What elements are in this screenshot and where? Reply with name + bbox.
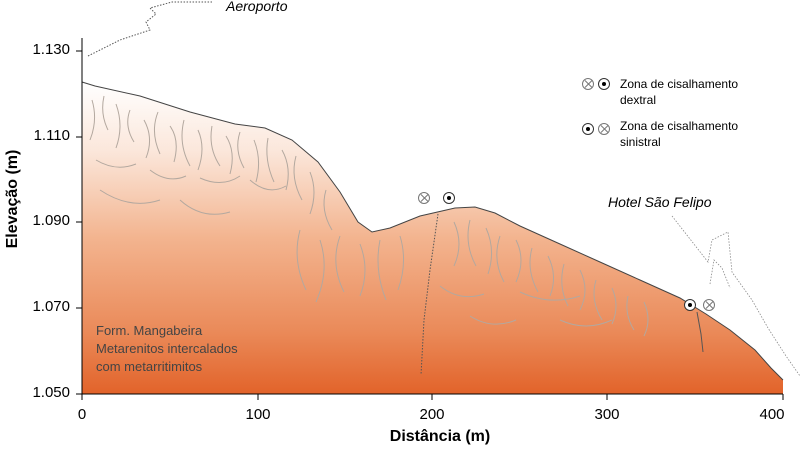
x-tick-label: 200 — [419, 406, 445, 423]
cross-symbol-icon — [582, 78, 594, 90]
shear-zone-trace-center — [420, 213, 439, 376]
x-tick-label: 100 — [245, 406, 271, 423]
x-tick-label: 300 — [594, 406, 620, 423]
dot-symbol-icon — [443, 192, 455, 204]
legend-sinistral-line2: sinistral — [620, 135, 661, 149]
airport-label: Aeroporto — [226, 0, 288, 14]
shear-zone-trace-right — [696, 311, 704, 353]
legend-dextral-line2: dextral — [620, 93, 657, 107]
airport-road-line — [87, 1, 212, 57]
y-axis-title: Elevação (m) — [4, 149, 21, 249]
legend-dextral-line1: Zona de cisalhamento — [620, 77, 739, 91]
y-axis-ticks — [76, 50, 82, 395]
hotel-road-loop — [709, 259, 731, 289]
hotel-road-line — [671, 215, 800, 377]
formation-description-2: com metarritimitos — [96, 359, 203, 374]
legend-sinistral-line1: Zona de cisalhamento — [620, 119, 739, 133]
y-tick-label: 1.070 — [32, 298, 70, 315]
formation-label: Form. Mangabeira Metarenitos intercalado… — [96, 322, 238, 376]
foliation-lines — [89, 95, 649, 337]
terrain-section — [82, 82, 783, 394]
x-tick-label: 400 — [759, 406, 785, 423]
legend-dextral: Zona de cisalhamento dextral — [620, 76, 738, 108]
cross-symbol-icon — [703, 299, 715, 311]
y-tick-label: 1.130 — [32, 41, 70, 58]
legend-sinistral: Zona de cisalhamento sinistral — [620, 118, 738, 150]
cross-symbol-icon — [598, 123, 610, 135]
y-tick-label: 1.050 — [32, 384, 70, 401]
x-axis-title: Distância (m) — [389, 428, 491, 445]
hotel-label: Hotel São Felipo — [608, 194, 712, 210]
y-tick-label: 1.110 — [33, 127, 70, 144]
dot-symbol-icon — [598, 78, 610, 90]
formation-description-1: Metarenitos intercalados — [96, 341, 238, 356]
cross-symbol-icon — [418, 192, 430, 204]
dot-symbol-icon — [684, 299, 696, 311]
formation-name: Form. Mangabeira — [96, 323, 203, 338]
x-tick-label: 0 — [77, 406, 87, 423]
terrain-profile-line — [81, 81, 784, 381]
x-axis-ticks — [81, 394, 784, 400]
dot-symbol-icon — [582, 123, 594, 135]
y-tick-label: 1.090 — [32, 212, 70, 229]
